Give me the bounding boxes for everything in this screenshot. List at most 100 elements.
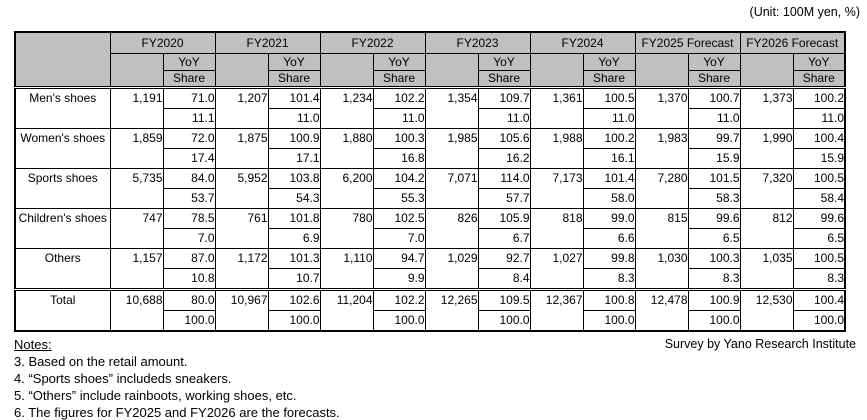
share-cell: 11.0: [792, 107, 846, 129]
share-cell: 16.1: [582, 147, 636, 169]
share-cell: 57.7: [477, 187, 531, 209]
yoy-cell: 102.5: [372, 207, 426, 229]
yoy-cell: 100.2: [792, 85, 846, 109]
share-cell: 100.0: [267, 309, 321, 331]
value-cell: 1,370: [634, 85, 689, 129]
table-row: Total 10,688 80.0 10,967 102.6 11,204 102.2 12,…: [14, 287, 846, 331]
value-cell: 1,361: [529, 85, 584, 129]
yoy-subheader: YoY: [582, 52, 636, 71]
header-spacer-cell: [634, 52, 689, 88]
share-subheader: Share: [162, 69, 216, 88]
value-cell: 7,280: [634, 167, 689, 209]
fy-column-header: FY2023: [424, 31, 531, 54]
share-cell: 8.3: [792, 267, 846, 290]
yoy-cell: 71.0: [162, 85, 216, 109]
note-item: 5. “Others” include rainboots, working s…: [14, 388, 297, 403]
table-row: Women's shoes 1,859 72.0 1,875 100.9 1,880 100…: [14, 127, 846, 169]
header-row-share: Share Share Share Share Share Share Share: [15, 69, 846, 88]
row-label: Children's shoes: [14, 207, 111, 249]
share-cell: 100.0: [477, 309, 531, 331]
share-cell: 16.8: [372, 147, 426, 169]
share-cell: 11.0: [477, 107, 531, 129]
yoy-cell: 99.7: [687, 127, 741, 149]
value-cell: 1,035: [739, 247, 794, 290]
share-cell: 10.7: [267, 267, 321, 290]
yoy-cell: 100.4: [792, 127, 846, 149]
yoy-cell: 100.3: [687, 247, 741, 269]
yoy-cell: 100.3: [372, 127, 426, 149]
table-row-share-line: 17.4 17.1 16.8 16.2 16.1 15.9 15.9: [15, 147, 846, 169]
header-spacer-cell: [109, 52, 164, 88]
share-cell: 100.0: [372, 309, 426, 331]
value-cell: 1,027: [529, 247, 584, 290]
note-item: 6. The figures for FY2025 and FY2026 are…: [14, 405, 340, 420]
yoy-cell: 72.0: [162, 127, 216, 149]
value-cell: 1,983: [634, 127, 689, 169]
value-cell: 1,373: [739, 85, 794, 129]
row-label: Women's shoes: [14, 127, 111, 169]
unit-label: (Unit: 100M yen, %): [749, 5, 860, 19]
fy-column-header: FY2022: [319, 31, 426, 54]
value-cell: 1,172: [214, 247, 269, 290]
yoy-subheader: YoY: [687, 52, 741, 71]
share-cell: 16.2: [477, 147, 531, 169]
share-cell: 6.9: [267, 227, 321, 249]
value-cell: 826: [424, 207, 479, 249]
row-label: Men's shoes: [14, 85, 111, 129]
yoy-cell: 99.6: [792, 207, 846, 229]
yoy-cell: 101.8: [267, 207, 321, 229]
value-cell: 11,204: [319, 287, 374, 331]
share-subheader: Share: [372, 69, 426, 88]
yoy-cell: 99.8: [582, 247, 636, 269]
share-cell: 6.7: [477, 227, 531, 249]
value-cell: 12,530: [739, 287, 794, 331]
value-cell: 5,952: [214, 167, 269, 209]
header-spacer-cell: [529, 52, 584, 88]
yoy-cell: 99.6: [687, 207, 741, 229]
yoy-cell: 100.7: [687, 85, 741, 109]
value-cell: 1,354: [424, 85, 479, 129]
share-cell: 11.0: [372, 107, 426, 129]
yoy-cell: 84.0: [162, 167, 216, 189]
share-subheader: Share: [792, 69, 846, 88]
share-cell: 17.1: [267, 147, 321, 169]
value-cell: 1,110: [319, 247, 374, 290]
share-cell: 11.1: [162, 107, 216, 129]
yoy-cell: 78.5: [162, 207, 216, 229]
value-cell: 1,030: [634, 247, 689, 290]
survey-credit: Survey by Yano Research Institute: [664, 337, 856, 351]
row-label: Others: [14, 247, 111, 290]
table-row: Others 1,157 87.0 1,172 101.3 1,110 94.7 1,029 9…: [14, 247, 846, 290]
value-cell: 6,200: [319, 167, 374, 209]
fy-column-header: FY2026 Forecast: [739, 31, 846, 54]
yoy-cell: 100.9: [267, 127, 321, 149]
value-cell: 7,173: [529, 167, 584, 209]
yoy-subheader: YoY: [267, 52, 321, 71]
yoy-cell: 105.9: [477, 207, 531, 229]
share-cell: 9.9: [372, 267, 426, 290]
share-cell: 11.0: [582, 107, 636, 129]
share-cell: 6.5: [687, 227, 741, 249]
value-cell: 7,071: [424, 167, 479, 209]
table-row: Children's shoes 747 78.5 761 101.8 780 102.5 8…: [14, 207, 846, 249]
yoy-cell: 102.2: [372, 287, 426, 311]
share-subheader: Share: [477, 69, 531, 88]
value-cell: 10,688: [109, 287, 164, 331]
header-row-fy: FY2020 FY2021 FY2022 FY2023 FY2024 FY2025 For…: [14, 31, 846, 88]
yoy-cell: 105.6: [477, 127, 531, 149]
value-cell: 1,191: [109, 85, 164, 129]
value-cell: 812: [739, 207, 794, 249]
yoy-cell: 114.0: [477, 167, 531, 189]
value-cell: 5,735: [109, 167, 164, 209]
share-subheader: Share: [687, 69, 741, 88]
yoy-subheader: YoY: [477, 52, 531, 71]
notes-title: Notes:: [14, 337, 52, 352]
value-cell: 7,320: [739, 167, 794, 209]
note-item: 4. “Sports shoes” includeds sneakers.: [14, 371, 232, 386]
value-cell: 818: [529, 207, 584, 249]
yoy-cell: 92.7: [477, 247, 531, 269]
share-cell: 53.7: [162, 187, 216, 209]
yoy-cell: 99.0: [582, 207, 636, 229]
yoy-cell: 100.5: [792, 247, 846, 269]
share-cell: 17.4: [162, 147, 216, 169]
